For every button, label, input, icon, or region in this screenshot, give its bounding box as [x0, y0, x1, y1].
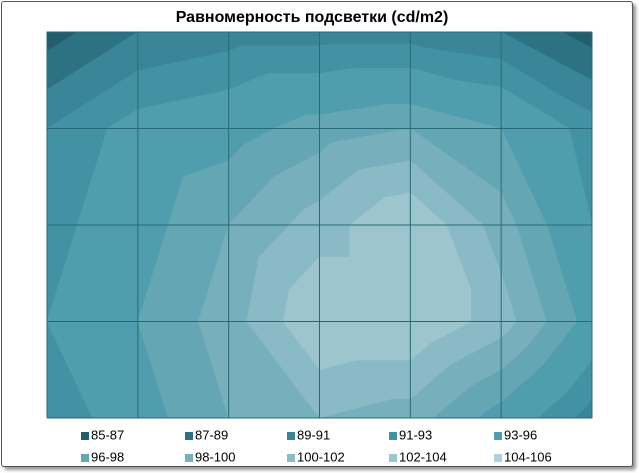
legend-label: 85-87 [91, 427, 124, 442]
grid [46, 31, 593, 419]
contour-band [318, 31, 411, 45]
legend-swatch [287, 454, 295, 462]
legend-swatch [287, 432, 295, 440]
legend-swatch [494, 454, 502, 462]
legend-label: 89-91 [297, 427, 330, 442]
legend-swatch [389, 432, 397, 440]
legend-swatch [81, 432, 89, 440]
legend-label: 96-98 [91, 449, 124, 464]
legend-label: 91-93 [399, 427, 432, 442]
legend-swatch [81, 454, 89, 462]
legend-label: 98-100 [195, 449, 235, 464]
legend-label: 102-104 [399, 449, 447, 464]
legend-swatch [494, 432, 502, 440]
legend-swatch [185, 454, 193, 462]
chart-title: Равномерность подсветки (cd/m2) [176, 9, 449, 26]
legend-label: 104-106 [504, 449, 552, 464]
legend-swatch [389, 454, 397, 462]
legend-label: 100-102 [297, 449, 345, 464]
legend: 85-87 87-89 89-91 91-93 93-96 96-98 98-100 100-… [81, 427, 552, 464]
contour-band [227, 31, 320, 47]
legend-swatch [185, 432, 193, 440]
legend-label: 93-96 [504, 427, 537, 442]
legend-label: 87-89 [195, 427, 228, 442]
